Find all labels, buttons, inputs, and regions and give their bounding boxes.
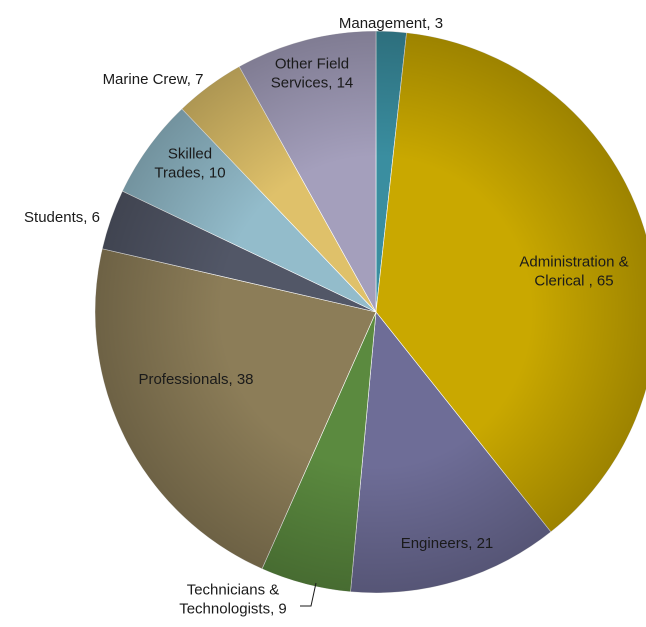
pie-slices: [94, 30, 646, 594]
slice-label-skilled-trades: Skilled Trades, 10: [154, 146, 225, 182]
slice-label-technicians-technologists: Technicians & Technologists, 9: [179, 582, 287, 618]
leader-line: [300, 582, 317, 607]
slice-label-management: Management, 3: [339, 15, 443, 32]
leader-lines: [300, 582, 317, 607]
slice-label-engineers: Engineers, 21: [401, 535, 494, 552]
slice-label-students: Students, 6: [24, 209, 100, 226]
slice-labels: Management, 3 Administration & Clerical , …: [24, 15, 629, 618]
slice-label-administration-clerical: Administration & Clerical , 65: [519, 254, 628, 290]
slice-label-professionals: Professionals, 38: [138, 371, 253, 388]
slice-label-other-field-services: Other Field Services, 14: [271, 56, 354, 92]
slice-label-marine-crew: Marine Crew, 7: [103, 71, 204, 88]
